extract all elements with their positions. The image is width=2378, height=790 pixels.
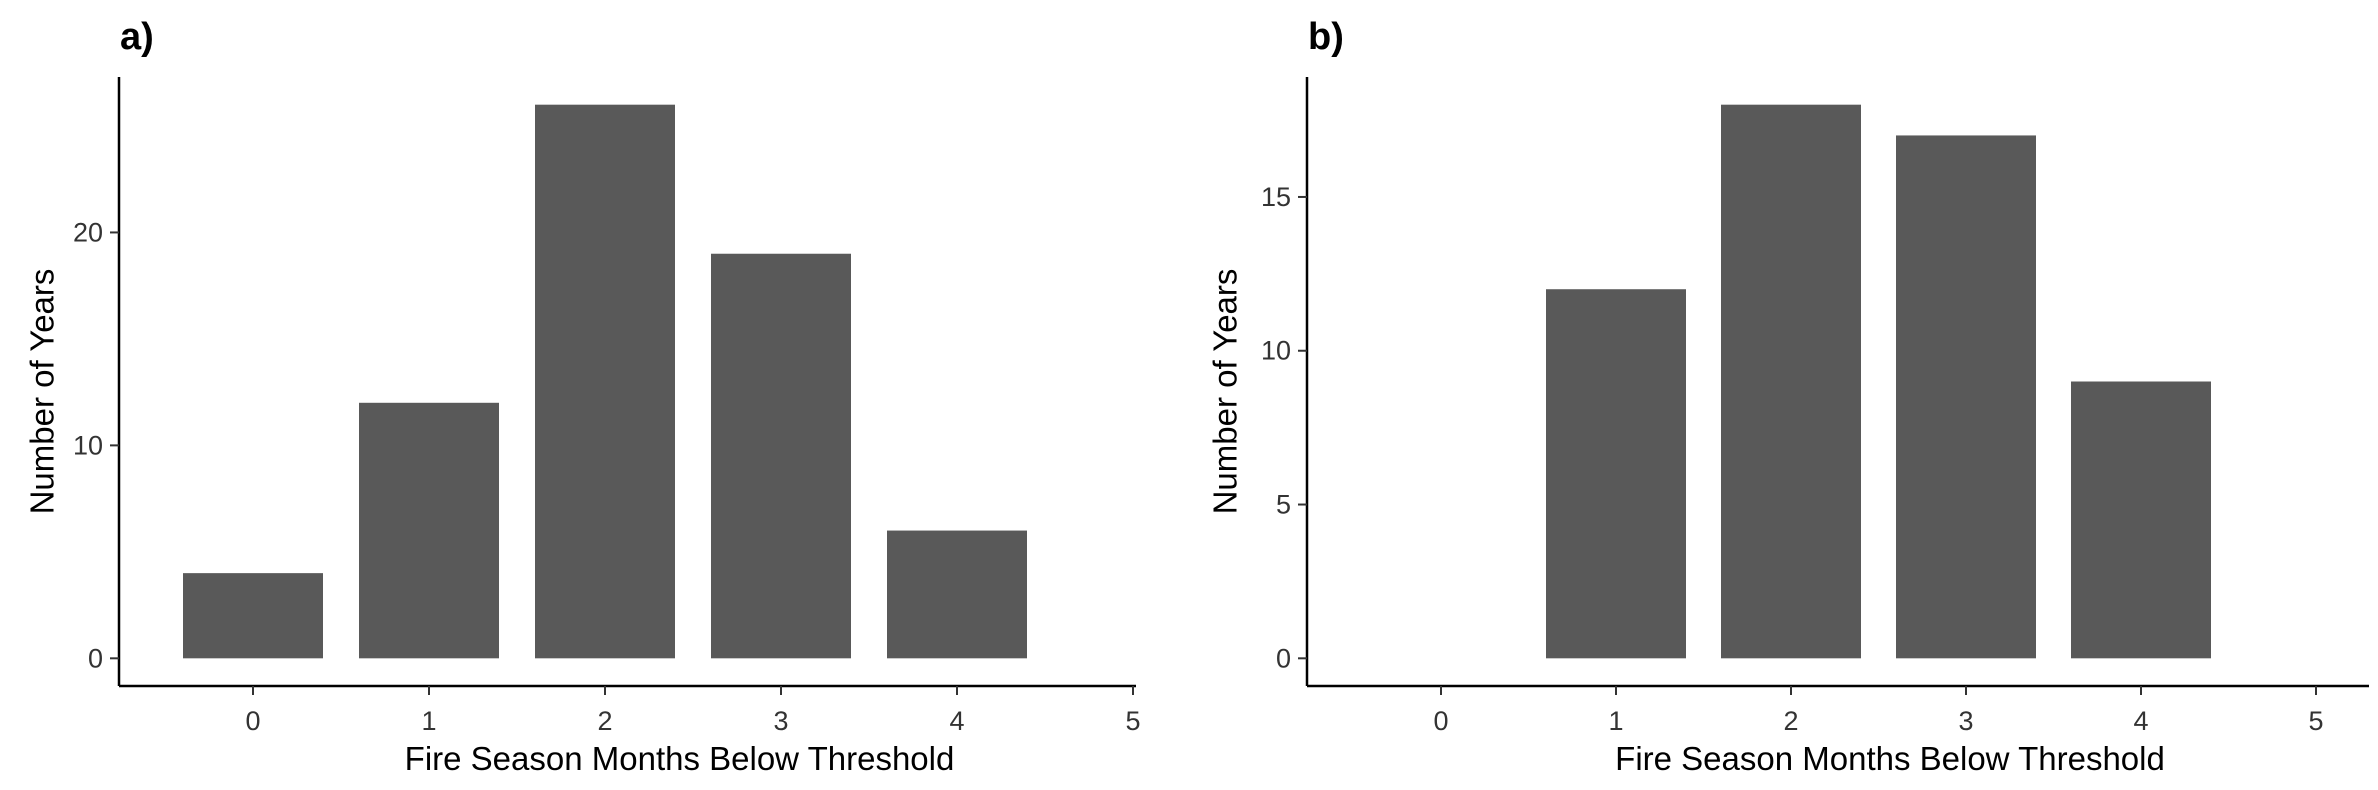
bar-2 — [1721, 104, 1861, 659]
x-tick-label: 4 — [949, 706, 964, 736]
y-tick-label: 20 — [73, 217, 103, 247]
x-tick-label: 2 — [1783, 706, 1798, 736]
bar-0 — [183, 573, 323, 659]
x-tick-label: 4 — [2133, 706, 2148, 736]
x-axis-title: Fire Season Months Below Threshold — [405, 740, 955, 777]
y-tick-label: 0 — [1276, 643, 1291, 673]
y-axis-title: Number of Years — [1207, 269, 1244, 515]
chart-panel-a: a) 0 10 20 0 1 2 3 4 5 Fire Season Months Below T… — [24, 16, 1141, 777]
panel-label-b: b) — [1308, 16, 1344, 58]
x-tick-label: 0 — [1433, 706, 1448, 736]
bar-4 — [887, 530, 1027, 659]
x-tick-label: 3 — [1958, 706, 1973, 736]
x-tick-label: 1 — [421, 706, 436, 736]
bar-chart-b: 0 5 10 15 0 1 2 3 4 5 Fire Season Months Below Thr… — [1207, 77, 2369, 777]
x-axis-title: Fire Season Months Below Threshold — [1615, 740, 2165, 777]
y-axis-title: Number of Years — [24, 269, 61, 515]
bar-chart-a: 0 10 20 0 1 2 3 4 5 Fire Season Months Below Thre… — [24, 77, 1141, 777]
bar-2 — [535, 104, 675, 659]
y-tick-label: 0 — [88, 643, 103, 673]
panel-label-a: a) — [120, 16, 154, 58]
x-tick-label: 0 — [245, 706, 260, 736]
x-tick-label: 5 — [2308, 706, 2323, 736]
y-tick-label: 10 — [73, 430, 103, 460]
bar-1 — [359, 402, 499, 659]
bar-3 — [711, 253, 851, 659]
x-tick-label: 1 — [1608, 706, 1623, 736]
bar-3 — [1896, 135, 2036, 659]
chart-panel-b: b) 0 5 10 15 0 1 2 3 4 5 Fire Season Months Below … — [1189, 0, 2378, 790]
x-tick-label: 3 — [773, 706, 788, 736]
bar-4 — [2071, 381, 2211, 659]
x-tick-label: 2 — [597, 706, 612, 736]
y-tick-label: 5 — [1276, 490, 1291, 520]
y-tick-label: 15 — [1261, 182, 1291, 212]
x-tick-label: 5 — [1125, 706, 1140, 736]
y-tick-label: 10 — [1261, 336, 1291, 366]
bar-1 — [1546, 289, 1686, 659]
